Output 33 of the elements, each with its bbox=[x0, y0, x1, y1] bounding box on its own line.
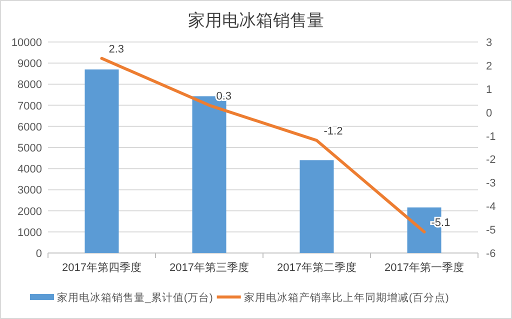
y2-tick-label: -2 bbox=[486, 154, 496, 166]
line-series bbox=[100, 56, 426, 234]
y2-tick-label: -4 bbox=[486, 201, 496, 214]
legend-label: 家用电冰箱销售量_累计值(万台) bbox=[57, 291, 213, 304]
data-label: 2.3 bbox=[108, 43, 124, 56]
y-tick-label: 6000 bbox=[18, 121, 42, 134]
y-tick-label: 1000 bbox=[18, 226, 42, 239]
y2-tick-label: 3 bbox=[486, 37, 492, 49]
y-tick-label: 3000 bbox=[18, 184, 42, 197]
legend-label: 家用电冰箱产销率比上年同期增减(百分点) bbox=[244, 291, 449, 304]
y2-tick-label: 0 bbox=[486, 107, 492, 120]
y-tick-label: 7000 bbox=[18, 100, 42, 112]
y2-tick-label: -6 bbox=[486, 248, 496, 260]
data-label: -1.2 bbox=[324, 125, 343, 138]
y2-tick-label: -5 bbox=[486, 224, 496, 237]
y-tick-label: 5000 bbox=[18, 142, 42, 154]
y-tick-label: 0 bbox=[36, 248, 42, 260]
bar bbox=[84, 69, 119, 253]
y-tick-label: 8000 bbox=[18, 79, 42, 92]
y-tick-label: 4000 bbox=[18, 164, 42, 176]
y-tick-label: 10000 bbox=[11, 37, 42, 49]
y2-tick-label: -1 bbox=[486, 130, 496, 143]
x-tick-label: 2017年第一季度 bbox=[384, 261, 464, 274]
y-tick-label: 9000 bbox=[18, 58, 42, 70]
chart-title: 家用电冰箱销售量 bbox=[188, 11, 324, 30]
y2-tick-label: 2 bbox=[486, 60, 492, 72]
x-tick-label: 2017年第二季度 bbox=[277, 261, 356, 274]
x-tick-label: 2017年第三季度 bbox=[170, 261, 249, 274]
bar bbox=[300, 160, 334, 253]
x-tick-label: 2017年第四季度 bbox=[62, 261, 142, 274]
y2-tick-label: 1 bbox=[486, 84, 492, 96]
y-tick-label: 2000 bbox=[18, 206, 42, 218]
y2-tick-label: -3 bbox=[486, 178, 496, 190]
